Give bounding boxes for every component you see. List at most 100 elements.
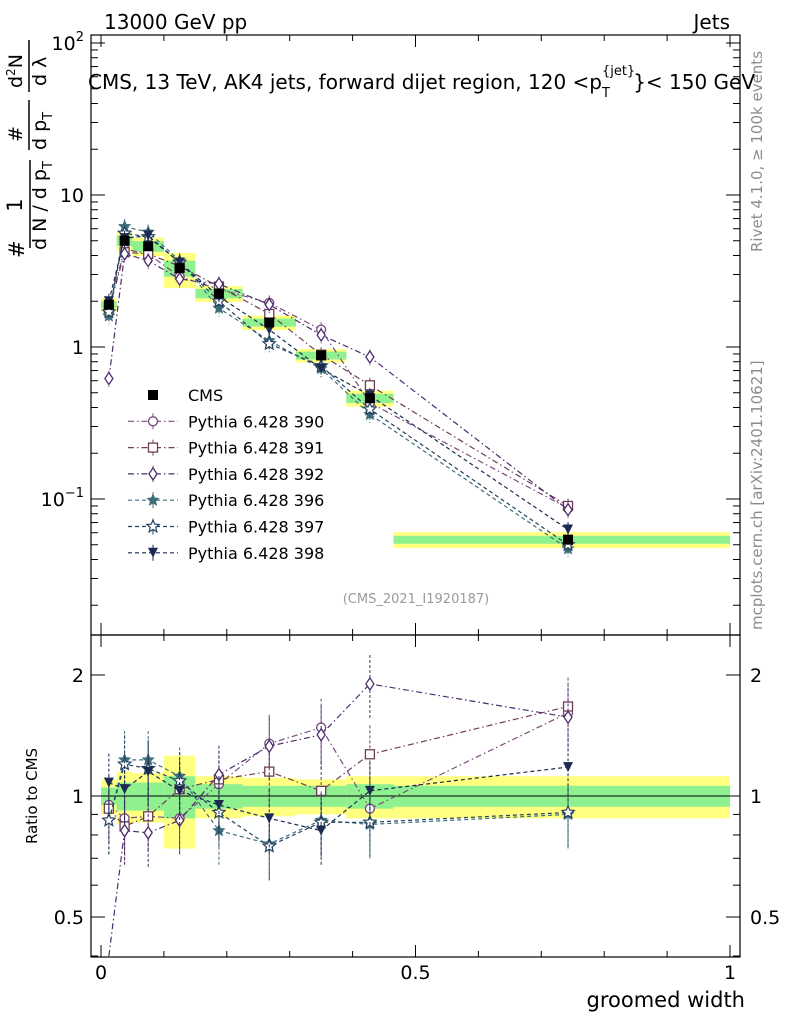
- data-point: [143, 253, 153, 268]
- ratio-point: [264, 813, 275, 824]
- data-point: [264, 297, 275, 312]
- cms-data-point: [174, 263, 185, 274]
- cms-data-point: [143, 241, 154, 252]
- legend-label: Pythia 6.428 391: [188, 439, 324, 458]
- cms-data-point: [264, 317, 275, 328]
- header-left: 13000 GeV pp: [104, 10, 247, 34]
- legend-marker: [147, 416, 159, 427]
- ratio-series-3: [108, 655, 573, 957]
- y-axis-label-ratio: Ratio to CMS: [23, 748, 41, 844]
- data-point: [104, 371, 114, 386]
- legend-item: Pythia 6.428 390: [128, 412, 324, 431]
- ratio-y-tick-label: 1: [72, 786, 84, 808]
- y-axis-label-main: # 1 d N / d pT # d pT d2N d λ: [3, 40, 56, 258]
- ratio-y-tick-label: 2: [72, 665, 84, 687]
- cms-data-point: [213, 288, 224, 299]
- x-tick-label: 1: [724, 962, 736, 984]
- ratio-y-tick-label-right: 2: [750, 665, 762, 687]
- data-point: [316, 363, 327, 374]
- chart-title: CMS, 13 TeV, AK4 jets, forward dijet reg…: [88, 64, 755, 101]
- legend-label: Pythia 6.428 396: [188, 491, 324, 510]
- x-tick-label: 0.5: [400, 962, 430, 984]
- ratio-point: [264, 766, 275, 777]
- ratio-point: [563, 762, 574, 773]
- data-point: [174, 257, 185, 268]
- legend-marker: [146, 493, 160, 507]
- svg-text:d λ: d λ: [29, 57, 51, 86]
- data-point: [362, 401, 378, 416]
- legend-item: Pythia 6.428 391: [128, 439, 324, 458]
- ratio-point: [101, 812, 117, 827]
- legend-label: Pythia 6.428 398: [188, 544, 324, 563]
- y-tick-label: 10−1: [41, 486, 84, 511]
- cms-data-point: [103, 299, 114, 310]
- series-line: [108, 251, 569, 507]
- ratio-point: [119, 823, 130, 838]
- ratio-line: [108, 712, 569, 819]
- ratio-y-tick-label: 0.5: [54, 907, 84, 929]
- y-tick-label: 1: [72, 337, 84, 359]
- data-point: [101, 303, 117, 319]
- ratio-line: [108, 763, 569, 847]
- legend: CMS Pythia 6.428 390 Pythia 6.428 391 Pythi…: [128, 386, 324, 563]
- svg-text:#: #: [5, 126, 27, 142]
- legend-marker: [148, 390, 158, 400]
- legend-item: Pythia 6.428 392: [128, 465, 324, 484]
- legend-label: CMS: [188, 386, 223, 405]
- data-point: [365, 349, 375, 365]
- legend-marker: [148, 466, 158, 482]
- ratio-point: [313, 814, 329, 829]
- ratio-point: [560, 804, 576, 819]
- legend-label: Pythia 6.428 397: [188, 518, 324, 537]
- data-point: [261, 335, 277, 351]
- svg-text:d N / d pT: d N / d pT: [29, 161, 56, 250]
- ratio-point: [264, 739, 275, 754]
- rivet-label: Rivet 4.1.0, ≥ 100k events: [748, 51, 766, 252]
- cms-data-point: [364, 393, 375, 404]
- ratio-point: [174, 785, 185, 796]
- svg-text:1: 1: [3, 198, 27, 211]
- cms-data-point: [119, 235, 130, 246]
- ratio-point: [143, 825, 153, 840]
- ratio-series-6: [103, 738, 574, 866]
- ratio-point: [364, 749, 376, 760]
- ratio-point: [103, 777, 114, 788]
- legend-label: Pythia 6.428 392: [188, 465, 324, 484]
- legend-item: Pythia 6.428 398: [128, 544, 324, 563]
- mcplots-label: mcplots.cern.ch [arXiv:2401.10621]: [748, 360, 766, 630]
- ratio-point: [143, 766, 154, 777]
- cms-data-point: [316, 350, 327, 361]
- x-tick-label: 0: [95, 962, 107, 984]
- svg-text:d2N: d2N: [4, 54, 27, 88]
- svg-text:d pT: d pT: [29, 112, 56, 150]
- data-point: [143, 230, 154, 241]
- ratio-point: [119, 784, 130, 795]
- legend-marker: [148, 547, 158, 558]
- data-point: [174, 271, 185, 287]
- legend-item: Pythia 6.428 396: [128, 491, 324, 510]
- y-tick-label: 10: [60, 185, 84, 207]
- ratio-point: [365, 676, 375, 692]
- series-line: [108, 235, 569, 530]
- data-point: [563, 502, 573, 517]
- analysis-watermark: (CMS_2021_I1920187): [343, 592, 490, 607]
- ratio-point: [362, 814, 378, 829]
- cms-data-point: [563, 534, 574, 545]
- legend-item: CMS: [148, 386, 223, 405]
- data-point: [563, 524, 574, 535]
- legend-marker: [145, 518, 161, 534]
- legend-label: Pythia 6.428 390: [188, 412, 324, 431]
- ratio-y-tick-label-right: 0.5: [750, 907, 780, 929]
- ratio-point: [316, 825, 327, 836]
- series-3: [104, 246, 573, 519]
- data-point: [212, 301, 226, 315]
- ratio-point: [213, 799, 224, 810]
- legend-item: Pythia 6.428 397: [128, 518, 324, 537]
- ratio-line: [108, 759, 569, 845]
- ratio-point: [174, 813, 185, 828]
- svg-text:#: #: [5, 240, 29, 258]
- ratio-point: [316, 727, 326, 742]
- ratio-y-tick-label-right: 1: [750, 786, 762, 808]
- x-axis-label: groomed width: [587, 988, 745, 1012]
